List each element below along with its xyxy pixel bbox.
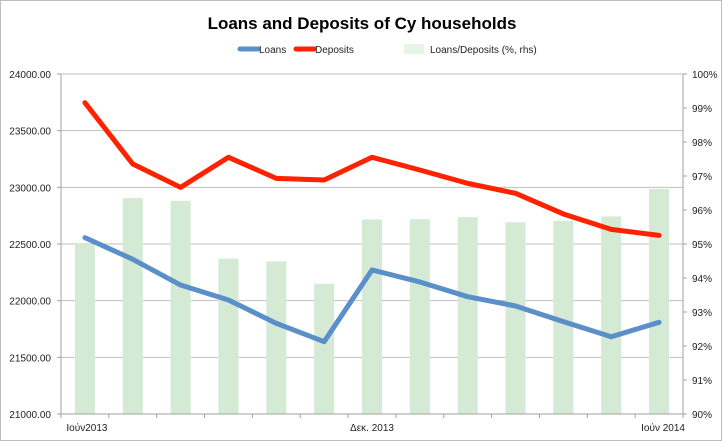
legend-label-loans-deposits-rhs-: Loans/Deposits (%, rhs) bbox=[430, 45, 537, 56]
right-tick-label: 94% bbox=[692, 274, 712, 285]
legend-swatch-loans-deposits-rhs- bbox=[404, 44, 424, 54]
right-tick-label: 99% bbox=[692, 104, 712, 115]
legend-label-loans: Loans bbox=[259, 45, 286, 56]
left-tick-label: 22000.00 bbox=[9, 297, 51, 308]
right-tick-label: 90% bbox=[692, 410, 712, 421]
bar-loans-deposits-ratio bbox=[122, 198, 143, 414]
right-tick-label: 100% bbox=[692, 70, 718, 81]
legend: Loans Deposits Loans/Deposits (%, rhs) bbox=[237, 44, 537, 56]
left-tick-label: 23500.00 bbox=[9, 127, 51, 138]
bar-loans-deposits-ratio bbox=[505, 222, 526, 414]
x-tick-label: Ιούν 2014 bbox=[641, 422, 685, 434]
bar-loans-deposits-ratio bbox=[409, 219, 430, 414]
line-loans bbox=[82, 235, 662, 345]
axes: 21000.00 21500.00 22000.00 22500.00 23000.00… bbox=[9, 70, 717, 434]
x-tick-label: Δεκ. 2013 bbox=[350, 423, 394, 434]
legend-label-deposits: Deposits bbox=[315, 45, 354, 56]
right-tick-label: 93% bbox=[692, 308, 712, 319]
right-tick-label: 95% bbox=[692, 240, 712, 251]
line-deposits bbox=[82, 100, 662, 238]
bar-series bbox=[74, 188, 670, 414]
bar-loans-deposits-ratio bbox=[170, 200, 191, 414]
bar-loans-deposits-ratio bbox=[218, 258, 239, 414]
left-tick-label: 21500.00 bbox=[9, 353, 51, 364]
line-series bbox=[82, 100, 662, 345]
bar-loans-deposits-ratio bbox=[74, 244, 95, 414]
left-tick-label: 21000.00 bbox=[9, 410, 51, 421]
right-tick-label: 98% bbox=[692, 138, 712, 149]
bar-loans-deposits-ratio bbox=[553, 220, 574, 414]
left-tick-label: 24000.00 bbox=[9, 70, 51, 81]
bar-loans-deposits-ratio bbox=[649, 188, 670, 414]
left-tick-label: 22500.00 bbox=[9, 240, 51, 251]
chart-title: Loans and Deposits of Cy households bbox=[208, 14, 517, 33]
bar-loans-deposits-ratio bbox=[314, 283, 335, 414]
left-tick-label: 23000.00 bbox=[9, 183, 51, 194]
right-tick-label: 96% bbox=[692, 206, 712, 217]
bar-loans-deposits-ratio bbox=[361, 219, 383, 414]
bar-loans-deposits-ratio bbox=[457, 217, 478, 414]
right-tick-label: 97% bbox=[692, 172, 712, 183]
bar-loans-deposits-ratio bbox=[601, 216, 622, 414]
x-tick-label: Ιούν2013 bbox=[66, 422, 107, 434]
right-tick-label: 91% bbox=[692, 376, 712, 387]
bar-loans-deposits-ratio bbox=[266, 261, 287, 414]
right-tick-label: 92% bbox=[692, 342, 712, 353]
